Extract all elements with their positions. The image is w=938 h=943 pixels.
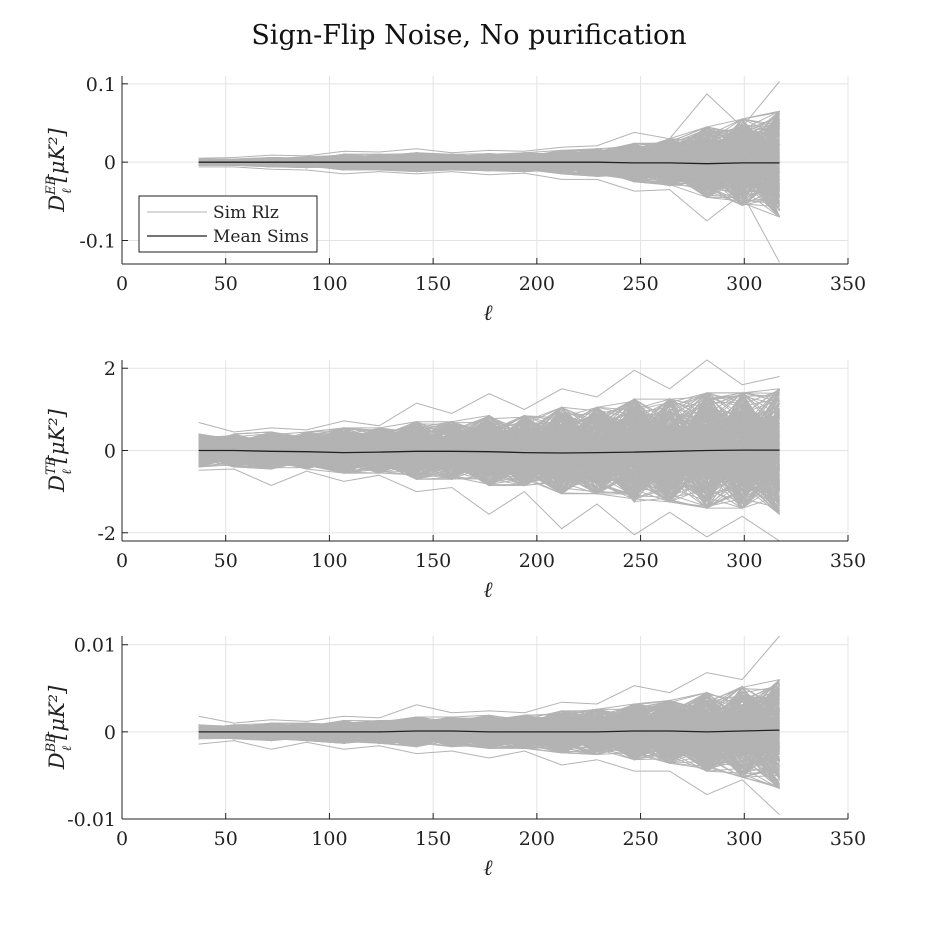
x-tick-label: 300 [726,550,762,572]
y-label-units: [μK²] [45,685,69,740]
sim-extreme-line [198,740,780,815]
y-axis-label: DBBℓ [μK²] [44,685,75,770]
sim-realization-line [198,699,780,743]
sim-realization-line [198,712,780,759]
chart-bb: 0 50 100 150 200 250 300 350-0.0100.01ℓDBBℓ[μK²… [44,635,866,881]
y-label-subscript: ℓ [60,188,75,194]
sim-extreme-line [198,81,780,159]
sim-realization-line [198,128,780,173]
y-tick-label: 0 [104,152,116,174]
sim-realization-line [198,708,780,767]
x-tick-label: 50 [214,273,238,295]
mean-sims-line [198,729,780,733]
sim-realization-line [198,388,780,510]
sim-extreme-line [198,468,780,542]
y-tick-label: -0.1 [79,231,116,253]
y-label-subscript: ℓ [60,469,75,475]
y-tick-label: 0 [104,722,116,744]
sim-realization-line [198,411,780,501]
x-tick-label: 300 [726,828,762,850]
sim-extreme-line [198,635,780,724]
legend-box [138,195,318,253]
y-tick-label: -2 [97,523,116,545]
legend-entry-label: Mean Sims [213,227,309,247]
sim-realization-line [198,406,780,478]
y-label-units: [μK²] [45,408,69,463]
x-tick-label: 50 [214,550,238,572]
sim-realization-line [198,392,780,487]
x-tick-label: 0 [116,273,128,295]
chart-eb: 0 50 100 150 200 250 300 350-0.100.1ℓDEBℓ[μK²]S… [44,74,866,326]
sim-extreme-line [198,166,780,263]
legend: Sim Rlz Mean Sims [138,195,318,253]
x-tick-label: 200 [519,273,555,295]
x-tick-label: 350 [830,828,866,850]
x-tick-label: 350 [830,550,866,572]
x-tick-label: 100 [311,550,347,572]
x-tick-label: 100 [311,828,347,850]
y-label-superscript: BB [44,733,59,753]
x-tick-label: 250 [622,828,658,850]
y-tick-label: 0.01 [74,635,116,657]
x-tick-label: 100 [311,273,347,295]
y-tick-label: -0.01 [67,809,116,831]
sim-realization-line [198,396,780,488]
x-axis-label: ℓ [483,301,493,326]
y-label-main: D [45,195,69,213]
y-label-superscript: TB [44,457,59,475]
sim-realization-line [198,133,780,171]
x-tick-label: 350 [830,273,866,295]
x-tick-label: 50 [214,828,238,850]
sim-realization-line [198,392,780,491]
mean-sims-line [198,449,780,454]
y-label-main: D [45,752,69,770]
y-tick-label: 0 [104,441,116,463]
sim-realization-line [198,391,780,497]
sim-realization-line [198,398,780,515]
x-tick-label: 150 [415,550,451,572]
x-tick-label: 250 [622,550,658,572]
y-label-units: [μK²] [45,127,69,182]
sim-extreme-line [198,359,780,433]
sim-realization-line [198,420,780,486]
sim-realization-line [198,679,780,749]
x-axis-label: ℓ [483,856,493,881]
y-axis-label: DEBℓ [μK²] [44,127,75,212]
y-label-superscript: EB [44,176,59,196]
x-axis-label: ℓ [483,578,493,603]
x-tick-label: 200 [519,550,555,572]
y-label-main: D [45,475,69,493]
y-axis-label: DTBℓ [μK²] [44,408,75,492]
x-tick-label: 0 [116,828,128,850]
sim-realization-line [198,420,780,509]
x-tick-label: 200 [519,828,555,850]
sim-realization-line [198,388,780,492]
y-tick-label: 2 [104,358,116,380]
sim-realization-line [198,421,780,502]
sim-realization-line [198,398,780,482]
x-tick-label: 150 [415,828,451,850]
sim-realization-line [198,722,780,747]
mean-sims-line [198,161,780,165]
figure-title: Sign-Flip Noise, No purification [251,20,687,51]
x-tick-label: 300 [726,273,762,295]
sim-realizations [198,635,780,815]
sim-realization-line [198,150,780,197]
sim-realization-line [198,414,780,498]
x-tick-label: 150 [415,273,451,295]
x-tick-label: 0 [116,550,128,572]
legend-entry-label: Sim Rlz [213,203,279,223]
sim-realization-line [198,421,780,505]
sim-realizations [198,359,780,542]
sim-realization-line [198,691,780,758]
y-tick-label: 0.1 [86,74,116,96]
x-tick-label: 250 [622,273,658,295]
y-label-subscript: ℓ [60,745,75,751]
